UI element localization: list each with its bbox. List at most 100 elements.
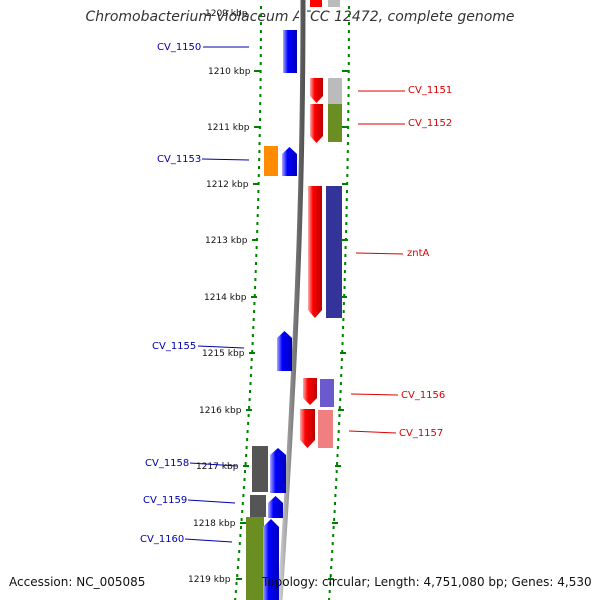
tick-dot xyxy=(347,118,350,121)
tick-dot xyxy=(249,382,252,385)
tick-dot xyxy=(347,102,350,105)
tick-dot-track xyxy=(234,6,350,600)
cog-box-cv1160 xyxy=(246,517,264,600)
cog-box-cv1151 xyxy=(328,78,342,104)
gene-label: CV_1150 xyxy=(157,42,201,53)
gene-label: CV_1156 xyxy=(401,390,445,401)
tick-dot xyxy=(347,134,349,137)
tick-dot xyxy=(334,502,336,505)
tick-dot xyxy=(334,494,337,497)
tick-dot xyxy=(347,46,350,49)
gene-arrow-cv1156 xyxy=(303,378,317,405)
tick-dot xyxy=(346,142,349,145)
tick-dot xyxy=(256,222,259,225)
tick-dot xyxy=(345,230,348,233)
partial-cog-top xyxy=(328,0,340,7)
tick-dot xyxy=(258,142,261,145)
tick-dot xyxy=(341,334,344,337)
tick-dot xyxy=(245,454,248,457)
tick-dot xyxy=(347,38,350,41)
tick-dot xyxy=(328,598,331,600)
tick-dot xyxy=(253,302,256,305)
tick-dot xyxy=(345,222,348,225)
tick-dot xyxy=(342,326,345,329)
cog-box-cv1156 xyxy=(320,379,334,407)
tick-dot xyxy=(336,446,339,449)
tick-dot xyxy=(250,358,253,361)
tick-dot xyxy=(260,14,262,17)
tick-dot xyxy=(259,54,262,57)
gene-arrow-cv1158 xyxy=(270,448,286,493)
tick-dot xyxy=(236,574,239,577)
tick-dot xyxy=(258,166,260,169)
tick-dot xyxy=(256,206,259,209)
tick-dot xyxy=(342,318,345,321)
tick-dot xyxy=(343,286,346,289)
tick-dot xyxy=(346,150,349,153)
tick-dot xyxy=(336,454,339,457)
tick-dot xyxy=(259,46,262,49)
tick-dot xyxy=(248,406,251,409)
tick-label: 1214 kbp xyxy=(204,293,247,303)
tick-dot xyxy=(259,102,262,105)
tick-dot xyxy=(254,286,257,289)
tick-dot xyxy=(258,158,261,161)
tick-dot xyxy=(250,366,253,369)
tick-labels: 1210 kbp 1211 kbp 1212 kbp 1213 kbp 1214… xyxy=(188,67,251,585)
gene-arrow-znta xyxy=(308,186,322,318)
tick-dot xyxy=(251,350,254,353)
tick-dot xyxy=(260,22,262,25)
tick-dot xyxy=(246,430,249,433)
gene-arrow-cv1157 xyxy=(300,409,315,448)
tick-dot xyxy=(246,438,249,441)
gene-label: CV_1159 xyxy=(143,495,187,506)
genome-backbone-core xyxy=(277,0,306,600)
gene-arrow-cv1152 xyxy=(310,104,323,143)
tick-dot xyxy=(346,166,349,169)
tick-dot xyxy=(242,486,245,489)
cog-box-cv1153 xyxy=(264,146,278,176)
tick-dot xyxy=(244,462,247,465)
tick-dot xyxy=(332,534,335,537)
tick-dot xyxy=(345,198,348,201)
tick-dot xyxy=(348,6,350,9)
tick-dot xyxy=(340,358,343,361)
tick-dot xyxy=(258,134,261,137)
tick-dot xyxy=(252,318,255,321)
partial-gene-top xyxy=(310,0,322,7)
tick-dot xyxy=(256,214,259,217)
tick-dot xyxy=(329,582,332,585)
tick-dot xyxy=(339,390,342,393)
tick-dot xyxy=(347,110,350,113)
gene-label: zntA xyxy=(407,248,430,259)
tick-dot xyxy=(348,14,350,17)
tick-dot xyxy=(255,262,257,265)
gene-arrow-cv1151 xyxy=(310,78,323,103)
gene-arrow-cv1159 xyxy=(268,496,283,518)
tick-dot xyxy=(260,6,262,9)
tick-dot xyxy=(340,366,343,369)
gene-labels: CV_1150 CV_1151 CV_1152 CV_1153 zntA CV_… xyxy=(140,42,452,545)
tick-dot xyxy=(340,374,343,377)
tick-dot xyxy=(257,190,260,193)
tick-dot xyxy=(251,334,254,337)
tick-dot xyxy=(252,326,255,329)
tick-dot xyxy=(343,294,346,297)
cog-box-cv1157 xyxy=(318,410,333,448)
tick-dot xyxy=(234,590,237,593)
tick-dot xyxy=(344,262,347,265)
tick-dot xyxy=(244,470,246,473)
tick-dot xyxy=(235,582,238,585)
tick-dot xyxy=(347,78,350,81)
tick-dot xyxy=(241,502,244,505)
tick-dot xyxy=(330,558,333,561)
gene-arrow-cv1153 xyxy=(282,147,297,176)
gene-arrow-cv1150 xyxy=(283,30,297,73)
tick-dot xyxy=(257,198,260,201)
tick-dot xyxy=(329,574,332,577)
tick-dot xyxy=(330,566,333,569)
tick-dot xyxy=(333,518,336,521)
tick-dot xyxy=(328,590,331,593)
gene-label: CV_1153 xyxy=(157,154,201,165)
